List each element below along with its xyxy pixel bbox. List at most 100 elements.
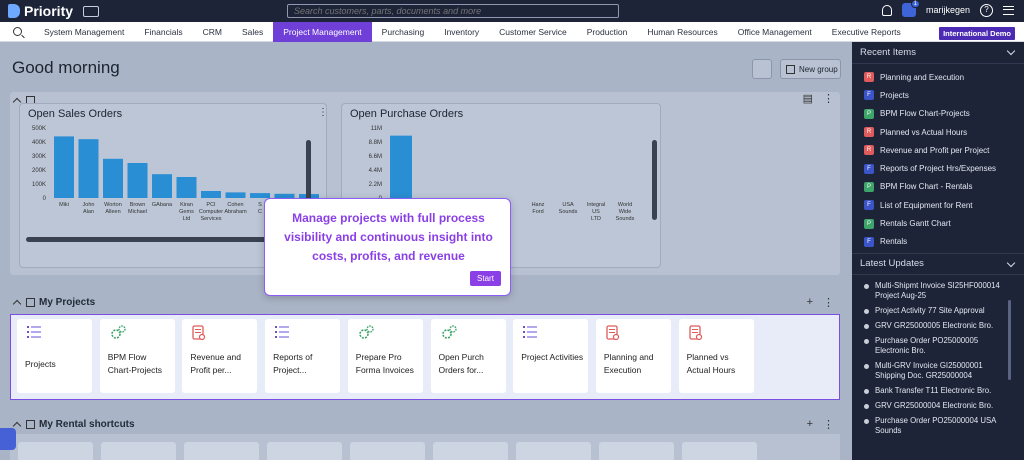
recent-item-label: Rentals — [880, 237, 908, 247]
chart-horizontal-scrollbar[interactable] — [26, 237, 316, 242]
bar[interactable] — [176, 177, 197, 198]
recent-item[interactable]: F List of Equipment for Rent — [852, 196, 1024, 214]
kebab-menu-icon[interactable]: ⋮ — [823, 297, 834, 309]
logo[interactable]: Priority — [8, 3, 100, 19]
bar[interactable] — [103, 158, 123, 198]
recent-item[interactable]: R Planning and Execution — [852, 68, 1024, 86]
collapse-icon[interactable] — [12, 299, 22, 308]
nav-search-button[interactable] — [0, 22, 34, 42]
updates-scrollbar[interactable] — [1008, 300, 1011, 380]
dashboard-settings-button[interactable] — [752, 59, 772, 79]
x-tick-label: C — [258, 209, 262, 215]
bar[interactable] — [274, 193, 295, 198]
report-icon — [606, 325, 620, 341]
nav-item-sales[interactable]: Sales — [241, 26, 264, 37]
add-icon[interactable]: + — [806, 418, 813, 430]
new-group-button[interactable]: New group — [780, 59, 841, 79]
nav-item-inventory[interactable]: Inventory — [444, 26, 480, 37]
latest-updates-list: Multi-Shipmt Invoice SI25HF000014 Projec… — [852, 275, 1024, 436]
chart-settings-icon[interactable]: ▤ — [802, 93, 813, 105]
nav-item-human-resources[interactable]: Human Resources — [647, 26, 718, 37]
nav-item-executive-reports[interactable]: Executive Reports — [831, 26, 901, 37]
recent-item[interactable]: P BPM Flow Chart - Rentals — [852, 178, 1024, 196]
project-shortcut-card[interactable]: BPM Flow Chart-Projects — [99, 319, 175, 393]
chart-title: Open Purchase Orders — [350, 108, 464, 120]
company-badge[interactable]: International Demo — [938, 26, 1016, 41]
rental-card[interactable] — [350, 442, 425, 460]
update-item[interactable]: Bank Transfer T11 Electronic Bro. — [852, 386, 1024, 396]
update-item[interactable]: GRV GR25000004 Electronic Bro. — [852, 401, 1024, 411]
update-item[interactable]: Project Activity 77 Site Approval — [852, 306, 1024, 316]
help-icon[interactable]: ? — [980, 3, 993, 17]
nav-item-production[interactable]: Production — [586, 26, 628, 37]
y-tick-label: 8.8M — [369, 140, 382, 146]
update-item[interactable]: Purchase Order PO25000004 USA Sounds — [852, 416, 1024, 436]
recent-items-header[interactable]: Recent Items — [852, 42, 1024, 64]
recent-item[interactable]: F Rentals — [852, 233, 1024, 251]
recent-item[interactable]: R Revenue and Profit per Project — [852, 141, 1024, 159]
project-shortcut-card[interactable]: Planned vs Actual Hours — [678, 319, 754, 393]
bar[interactable] — [152, 174, 172, 198]
bullet-icon — [864, 363, 869, 369]
app-name: Priority — [24, 3, 74, 19]
shortcut-label: Revenue and Profit per... — [190, 352, 241, 375]
latest-updates-header[interactable]: Latest Updates — [852, 252, 1024, 275]
project-shortcut-card[interactable]: Prepare Pro Forma Invoices — [347, 319, 423, 393]
nav-item-crm[interactable]: CRM — [202, 26, 222, 37]
rental-card[interactable] — [516, 442, 591, 460]
rental-card[interactable] — [101, 442, 176, 460]
rental-card[interactable] — [433, 442, 508, 460]
kebab-menu-icon[interactable]: ⋮ — [823, 419, 834, 431]
bar[interactable] — [54, 136, 74, 198]
update-item[interactable]: Purchase Order PO25000005 Electronic Bro… — [852, 336, 1024, 356]
rental-card[interactable] — [18, 442, 93, 460]
recent-item[interactable]: P Rentals Gantt Chart — [852, 214, 1024, 232]
chart-vertical-scrollbar[interactable] — [652, 140, 657, 220]
nav-item-financials[interactable]: Financials — [144, 26, 183, 37]
username[interactable]: marijkegen — [925, 5, 970, 15]
x-tick-label: GAbana — [152, 202, 173, 208]
gears-icon — [110, 325, 126, 339]
recent-item-label: Revenue and Profit per Project — [880, 145, 990, 155]
rental-card[interactable] — [599, 442, 674, 460]
bar[interactable] — [78, 139, 99, 198]
bar[interactable] — [201, 191, 221, 198]
rental-card[interactable] — [682, 442, 757, 460]
global-search-input[interactable] — [287, 4, 619, 18]
rental-card[interactable] — [267, 442, 342, 460]
start-button[interactable]: Start — [470, 271, 501, 286]
update-item[interactable]: Multi-Shipmt Invoice SI25HF000014 Projec… — [852, 281, 1024, 301]
recent-item[interactable]: F Projects — [852, 86, 1024, 104]
company-card-icon[interactable] — [83, 5, 100, 17]
recent-item[interactable]: P BPM Flow Chart-Projects — [852, 105, 1024, 123]
project-shortcut-card[interactable]: Open Purch Orders for... — [430, 319, 506, 393]
project-shortcut-card[interactable]: Projects — [17, 319, 92, 393]
project-shortcut-card[interactable]: Revenue and Profit per... — [182, 319, 258, 393]
nav-item-customer-service[interactable]: Customer Service — [499, 26, 567, 37]
rental-card[interactable] — [184, 442, 259, 460]
side-assistant-button[interactable] — [0, 428, 16, 450]
nav-item-office-management[interactable]: Office Management — [737, 26, 812, 37]
bar[interactable] — [250, 193, 270, 198]
nav-item-project-management[interactable]: Project Management — [273, 21, 372, 42]
add-icon[interactable]: + — [806, 296, 813, 308]
recent-item[interactable]: R Planned vs Actual Hours — [852, 123, 1024, 141]
update-item[interactable]: Multi-GRV Invoice GI25000001 Shipping Do… — [852, 361, 1024, 381]
avatar[interactable]: 1 — [901, 0, 920, 17]
project-shortcut-card[interactable]: Reports of Project... — [265, 319, 341, 393]
x-tick-label: LTD — [591, 216, 601, 222]
nav-item-purchasing[interactable]: Purchasing — [381, 26, 425, 37]
bar[interactable] — [390, 135, 412, 198]
hamburger-menu-icon[interactable] — [1003, 5, 1014, 15]
project-shortcut-card[interactable]: Project Activities — [513, 319, 589, 393]
bar[interactable] — [127, 163, 148, 198]
project-shortcut-card[interactable]: Planning and Execution — [595, 319, 671, 393]
x-tick-label: Michael — [128, 209, 147, 215]
update-item[interactable]: GRV GR25000005 Electronic Bro. — [852, 321, 1024, 331]
kebab-menu-icon[interactable]: ⋮ — [318, 107, 327, 118]
recent-item[interactable]: F Reports of Project Hrs/Expenses — [852, 159, 1024, 177]
nav-item-system-management[interactable]: System Management — [44, 26, 125, 37]
bar[interactable] — [225, 192, 246, 198]
bell-icon[interactable] — [881, 4, 892, 16]
kebab-menu-icon[interactable]: ⋮ — [823, 93, 834, 105]
